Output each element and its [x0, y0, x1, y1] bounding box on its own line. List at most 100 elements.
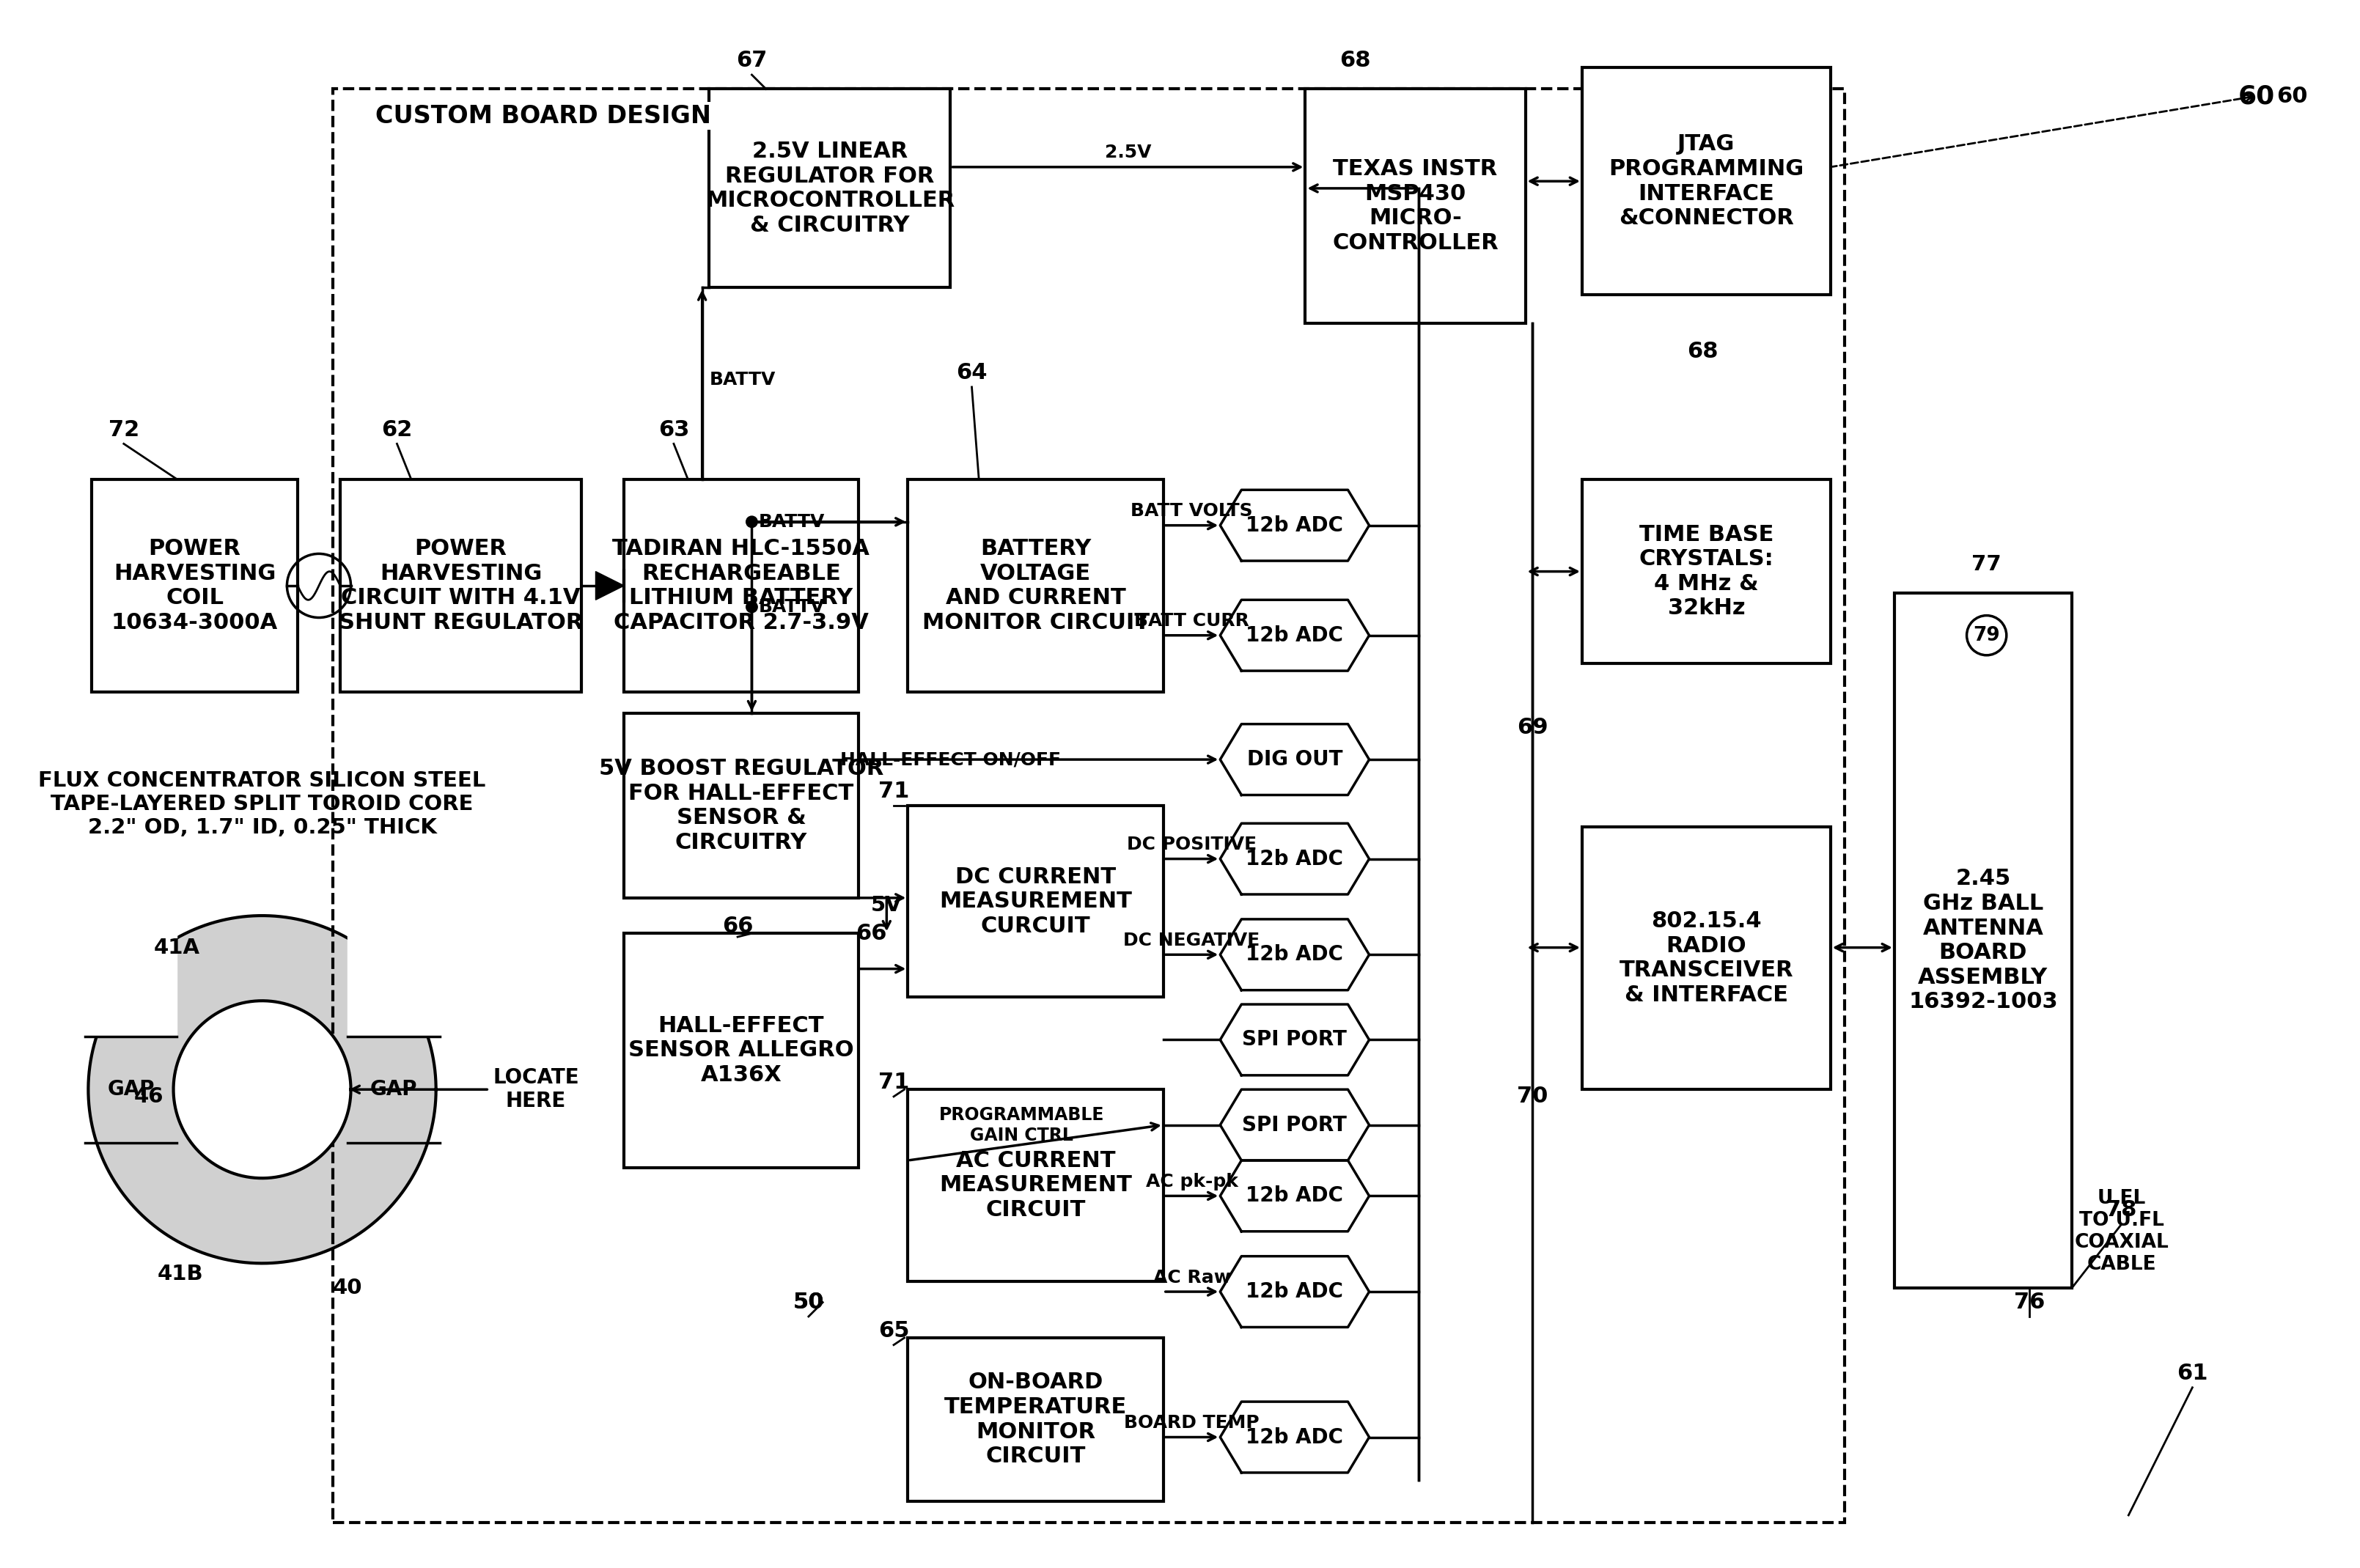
Text: 70: 70: [1517, 1087, 1548, 1107]
Text: LOCATE
HERE: LOCATE HERE: [493, 1068, 578, 1112]
Bar: [340, 480, 581, 691]
Text: AC Raw: AC Raw: [1154, 1269, 1230, 1286]
Polygon shape: [1220, 601, 1369, 671]
Polygon shape: [1220, 919, 1369, 989]
Text: 802.15.4
RADIO
TRANSCEIVER
& INTERFACE: 802.15.4 RADIO TRANSCEIVER & INTERFACE: [1619, 911, 1794, 1005]
Polygon shape: [1220, 489, 1369, 561]
Text: HALL-EFFECT
SENSOR ALLEGRO
A136X: HALL-EFFECT SENSOR ALLEGRO A136X: [628, 1014, 854, 1085]
Text: 61: 61: [2176, 1363, 2209, 1385]
Text: 62: 62: [382, 419, 413, 441]
Text: 66: 66: [854, 922, 887, 944]
Polygon shape: [87, 916, 437, 1264]
Text: 2.5V LINEAR
REGULATOR FOR
MICROCONTROLLER
& CIRCUITRY: 2.5V LINEAR REGULATOR FOR MICROCONTROLLE…: [706, 141, 953, 235]
Text: BATT CURR: BATT CURR: [1135, 613, 1248, 630]
Text: 41B: 41B: [158, 1264, 203, 1284]
Polygon shape: [1220, 1090, 1369, 1160]
Text: 65: 65: [878, 1320, 909, 1341]
Text: JTAG
PROGRAMMING
INTERFACE
&CONNECTOR: JTAG PROGRAMMING INTERFACE &CONNECTOR: [1610, 133, 1803, 229]
Bar: [623, 933, 859, 1168]
Text: 76: 76: [2013, 1292, 2044, 1312]
Text: 79: 79: [1973, 626, 1999, 644]
Text: TEXAS INSTR
MSP430
MICRO-
CONTROLLER: TEXAS INSTR MSP430 MICRO- CONTROLLER: [1331, 158, 1499, 254]
Polygon shape: [1220, 1005, 1369, 1076]
Text: SPI PORT: SPI PORT: [1241, 1030, 1348, 1051]
Text: U.FL
TO U.FL
COAXIAL
CABLE: U.FL TO U.FL COAXIAL CABLE: [2074, 1189, 2169, 1273]
Text: 68: 68: [1340, 50, 1371, 71]
Polygon shape: [1220, 1160, 1369, 1231]
Text: 67: 67: [736, 50, 767, 71]
Text: 68: 68: [1687, 340, 1718, 362]
Text: 12b ADC: 12b ADC: [1246, 1185, 1343, 1206]
Bar: [1581, 480, 1831, 663]
Text: AC pk-pk: AC pk-pk: [1145, 1173, 1239, 1190]
Bar: [1305, 89, 1525, 323]
Bar: [1581, 826, 1831, 1090]
Text: DC POSITIVE: DC POSITIVE: [1126, 836, 1258, 853]
Text: 50: 50: [793, 1292, 824, 1312]
Text: SPI PORT: SPI PORT: [1241, 1115, 1348, 1135]
Text: 71: 71: [878, 1073, 909, 1093]
Text: 60: 60: [2275, 85, 2308, 107]
Text: 12b ADC: 12b ADC: [1246, 1427, 1343, 1447]
Text: GAP: GAP: [371, 1079, 418, 1099]
Bar: [1581, 67, 1831, 295]
Text: 41A: 41A: [153, 938, 201, 958]
Bar: [333, 89, 1846, 1523]
Bar: [710, 89, 951, 287]
FancyArrowPatch shape: [1831, 94, 2251, 166]
Bar: [1895, 593, 2072, 1289]
Bar: [623, 713, 859, 898]
Text: DC CURRENT
MEASUREMENT
CURCUIT: DC CURRENT MEASUREMENT CURCUIT: [939, 866, 1133, 936]
Bar: [909, 480, 1163, 691]
Text: BATT VOLTS: BATT VOLTS: [1130, 502, 1253, 521]
Text: 69: 69: [1517, 717, 1548, 739]
Polygon shape: [1220, 1256, 1369, 1327]
Text: 72: 72: [109, 419, 139, 441]
Text: 5V BOOST REGULATOR
FOR HALL-EFFECT
SENSOR &
CIRCUITRY: 5V BOOST REGULATOR FOR HALL-EFFECT SENSO…: [599, 757, 883, 853]
Text: 12b ADC: 12b ADC: [1246, 626, 1343, 646]
Text: GAP: GAP: [106, 1079, 153, 1099]
Text: 77: 77: [1971, 554, 2001, 574]
Text: 63: 63: [658, 419, 689, 441]
Text: ON-BOARD
TEMPERATURE
MONITOR
CIRCUIT: ON-BOARD TEMPERATURE MONITOR CIRCUIT: [944, 1372, 1128, 1468]
Text: DIG OUT: DIG OUT: [1246, 750, 1343, 770]
Circle shape: [746, 516, 758, 527]
Bar: [909, 1338, 1163, 1501]
Text: HALL-EFFECT ON/OFF: HALL-EFFECT ON/OFF: [840, 751, 1062, 768]
Bar: [909, 806, 1163, 997]
Bar: [623, 480, 859, 691]
Text: 60: 60: [2237, 83, 2275, 108]
Bar: [347, 930, 439, 1036]
Text: POWER
HARVESTING
CIRCUIT WITH 4.1V
SHUNT REGULATOR: POWER HARVESTING CIRCUIT WITH 4.1V SHUNT…: [337, 538, 583, 633]
Polygon shape: [595, 571, 623, 601]
Text: 12b ADC: 12b ADC: [1246, 848, 1343, 869]
Text: 66: 66: [722, 916, 753, 938]
Bar: [92, 480, 297, 691]
Text: 46: 46: [135, 1087, 163, 1107]
Text: 2.5V: 2.5V: [1104, 144, 1152, 162]
Text: 5V: 5V: [871, 895, 902, 916]
Bar: [909, 1090, 1163, 1281]
Polygon shape: [1220, 724, 1369, 795]
Text: 71: 71: [878, 781, 909, 803]
Text: BATTV: BATTV: [760, 597, 826, 616]
Text: 40: 40: [333, 1278, 361, 1298]
Bar: [85, 930, 177, 1036]
Text: CUSTOM BOARD DESIGN: CUSTOM BOARD DESIGN: [375, 103, 710, 129]
Text: POWER
HARVESTING
COIL
10634-3000A: POWER HARVESTING COIL 10634-3000A: [111, 538, 278, 633]
Text: 12b ADC: 12b ADC: [1246, 944, 1343, 964]
Text: AC CURRENT
MEASUREMENT
CIRCUIT: AC CURRENT MEASUREMENT CIRCUIT: [939, 1149, 1133, 1220]
Text: DC NEGATIVE: DC NEGATIVE: [1123, 931, 1260, 949]
Text: PROGRAMMABLE
GAIN CTRL: PROGRAMMABLE GAIN CTRL: [939, 1105, 1104, 1145]
Text: TIME BASE
CRYSTALS:
4 MHz &
32kHz: TIME BASE CRYSTALS: 4 MHz & 32kHz: [1638, 524, 1775, 619]
Text: 64: 64: [956, 362, 986, 384]
Text: FLUX CONCENTRATOR SILICON STEEL
TAPE-LAYERED SPLIT TOROID CORE
2.2" OD, 1.7" ID,: FLUX CONCENTRATOR SILICON STEEL TAPE-LAY…: [38, 770, 486, 839]
Text: BATTERY
VOLTAGE
AND CURRENT
MONITOR CIRCUIT: BATTERY VOLTAGE AND CURRENT MONITOR CIRC…: [923, 538, 1149, 633]
Text: 50: 50: [793, 1292, 824, 1312]
Text: BOARD TEMP: BOARD TEMP: [1123, 1414, 1260, 1432]
Text: BATTV: BATTV: [760, 513, 826, 530]
Polygon shape: [1220, 1402, 1369, 1472]
Text: 2.45
GHz BALL
ANTENNA
BOARD
ASSEMBLY
16392-1003: 2.45 GHz BALL ANTENNA BOARD ASSEMBLY 163…: [1909, 869, 2058, 1013]
Text: 78: 78: [2105, 1200, 2136, 1221]
Polygon shape: [172, 1000, 352, 1178]
